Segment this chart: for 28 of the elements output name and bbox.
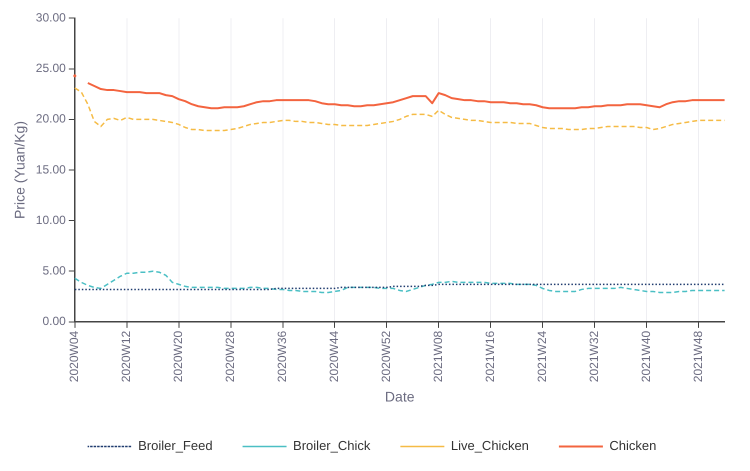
x-tick-label: 2021W08 [431, 330, 446, 382]
x-tick-label: 2020W28 [223, 330, 238, 382]
y-axis-title: Price (Yuan/Kg) [11, 120, 28, 220]
x-tick-label: 2021W16 [482, 330, 497, 382]
x-tick-label: 2020W52 [379, 330, 394, 382]
x-tick-label: 2021W40 [638, 330, 653, 382]
legend-label: Chicken [609, 438, 656, 454]
y-tick-label: 30.00 [36, 10, 66, 25]
x-tick-label: 2020W20 [171, 330, 186, 382]
legend-label: Broiler_Feed [138, 438, 213, 454]
x-tick-label: 2020W44 [327, 330, 342, 382]
legend-label: Broiler_Chick [293, 438, 371, 454]
x-tick-label: 2021W24 [534, 330, 549, 382]
y-tick-label: 5.00 [42, 264, 66, 278]
x-tick-label: 2020W12 [119, 330, 134, 382]
y-tick-label: 20.00 [36, 112, 66, 126]
y-tick-label: 0.00 [42, 314, 66, 328]
line-series [74, 87, 726, 132]
legend-label: Live_Chicken [450, 438, 529, 454]
y-tick-label: 15.00 [36, 162, 66, 176]
x-tick-label: 2021W32 [586, 330, 601, 382]
y-tick-label: 25.00 [36, 61, 66, 76]
x-tick-label: 2020W04 [67, 330, 82, 382]
x-axis-title: Date [384, 388, 415, 404]
x-tick-label: 2020W36 [275, 330, 290, 382]
x-tick-label: 2021W48 [690, 330, 705, 382]
line-series [74, 270, 726, 294]
y-tick-label: 10.00 [36, 212, 66, 227]
